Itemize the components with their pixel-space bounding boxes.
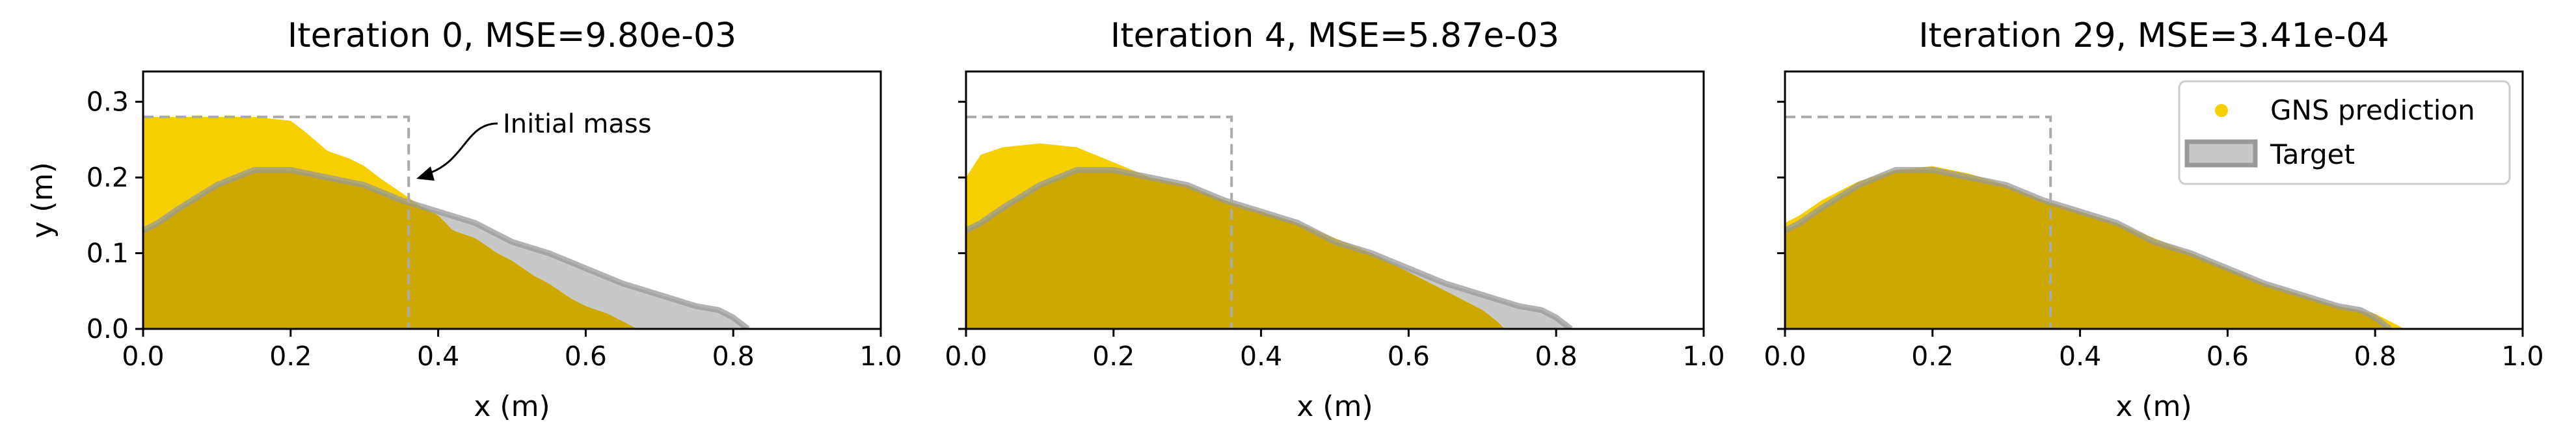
panel-1-frame — [142, 70, 882, 330]
panel-3: Iteration 29, MSE=3.41e-04 0.0 0.2 0.4 0.6 0… — [1764, 16, 2543, 423]
x-tick-label: 0.4 — [2059, 341, 2101, 372]
x-tick-label: 0.4 — [1240, 341, 1282, 372]
panel-2-x-label: x (m) — [1296, 390, 1373, 423]
x-tick-label: 0.2 — [1092, 341, 1134, 372]
x-tick-label: 0.0 — [945, 341, 987, 372]
legend-prediction-label: GNS prediction — [2270, 94, 2475, 126]
legend-target-patch — [2184, 139, 2258, 168]
x-tick-label: 0.0 — [1764, 341, 1806, 372]
panel-2-y-axis — [958, 101, 966, 330]
panel-1-y-label: y (m) — [26, 162, 59, 238]
legend: GNS prediction Target — [2178, 80, 2511, 185]
x-tick-label: 0.6 — [1388, 341, 1430, 372]
panel-3-frame — [1784, 70, 2524, 330]
panel-2-initial-mass-box — [966, 115, 1233, 329]
x-tick-label: 0.2 — [1911, 341, 1953, 372]
x-tick-label: 0.4 — [417, 341, 459, 372]
panel-1: Iteration 0, MSE=9.80e-03 0.0 0.2 0.4 0.6 0.… — [26, 16, 902, 423]
x-tick-label: 0.2 — [269, 341, 312, 372]
x-tick-label: 1.0 — [1682, 341, 1724, 372]
annotation-arrow-shaft — [425, 122, 498, 176]
y-tick-label: 0.1 — [87, 238, 129, 269]
x-tick-label: 0.6 — [565, 341, 607, 372]
panel-3-title: Iteration 29, MSE=3.41e-04 — [1918, 16, 2389, 55]
annotation-arrowhead — [416, 166, 435, 181]
y-tick-label: 0.0 — [87, 313, 129, 344]
legend-target-label: Target — [2270, 138, 2355, 170]
panel-3-x-label: x (m) — [2115, 390, 2192, 423]
legend-prediction-marker — [2215, 104, 2228, 117]
panel-1-initial-mass-box — [143, 115, 410, 329]
x-tick-label: 0.8 — [2354, 341, 2396, 372]
panel-2-frame — [965, 70, 1705, 330]
legend-frame — [2178, 80, 2511, 185]
panel-1-x-label: x (m) — [474, 390, 550, 423]
panel-3-x-axis: 0.0 0.2 0.4 0.6 0.8 1.0 — [1764, 329, 2544, 372]
x-tick-label: 0.8 — [1535, 341, 1577, 372]
panel-1-target-outline — [143, 166, 750, 329]
panel-1-title: Iteration 0, MSE=9.80e-03 — [288, 16, 736, 55]
panel-2-overlap-area — [966, 170, 1505, 329]
x-tick-label: 0.6 — [2207, 341, 2249, 372]
panel-1-y-axis: 0.0 0.1 0.2 0.3 — [87, 86, 143, 344]
y-tick-label: 0.2 — [87, 162, 129, 193]
panel-2-target-outline — [966, 166, 1573, 329]
x-tick-label: 0.8 — [712, 341, 755, 372]
panel-2-title: Iteration 4, MSE=5.87e-03 — [1110, 16, 1559, 55]
panel-3-initial-mass-box — [1785, 115, 2052, 329]
x-tick-label: 1.0 — [2501, 341, 2543, 372]
panel-3-y-axis — [1777, 101, 1785, 330]
x-tick-label: 0.0 — [122, 341, 164, 372]
annotation-label: Initial mass — [503, 109, 652, 139]
panel-2: Iteration 4, MSE=5.87e-03 0.0 0.2 0.4 0.6 0.… — [945, 16, 1724, 423]
panel-1-x-axis: 0.0 0.2 0.4 0.6 0.8 1.0 — [122, 329, 902, 372]
x-tick-label: 1.0 — [859, 341, 902, 372]
panel-2-x-axis: 0.0 0.2 0.4 0.6 0.8 1.0 — [945, 329, 1725, 372]
panel-3-target-outline — [1785, 166, 2392, 329]
panel-1-overlap-area — [143, 170, 637, 329]
y-tick-label: 0.3 — [87, 86, 129, 118]
panel-3-overlap-area — [1785, 170, 2390, 329]
